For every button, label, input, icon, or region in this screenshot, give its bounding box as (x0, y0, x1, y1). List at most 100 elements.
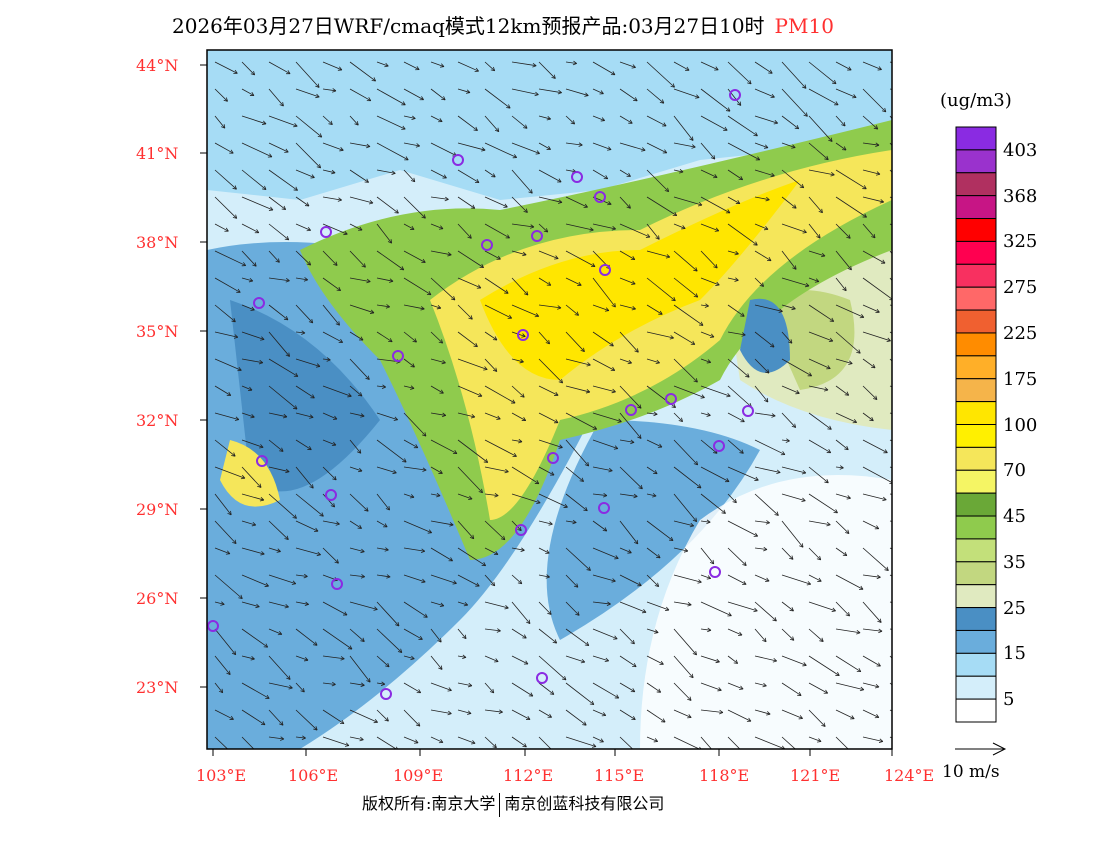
wind-arrow (511, 628, 527, 639)
wind-arrow (700, 331, 715, 338)
wind-arrow (646, 277, 676, 302)
wind-arrow (565, 601, 580, 616)
wind-arrow (700, 493, 726, 514)
wind-arrow (754, 250, 772, 262)
wind-arrow (808, 223, 821, 239)
map-title: 2026年03月27日WRF/cmaq模式12km预报产品:03月27日10时 P… (172, 10, 834, 39)
wind-arrow (646, 736, 659, 743)
wind-arrow (619, 277, 636, 285)
wind-arrow (484, 115, 500, 133)
wind-arrow (457, 601, 469, 607)
wind-arrow (349, 601, 378, 611)
wind-arrow (511, 709, 531, 720)
wind-arrow (403, 358, 415, 368)
wind-arrow (376, 520, 388, 528)
legend-swatch (955, 172, 997, 197)
wind-arrow (673, 412, 683, 423)
wind-arrow (403, 682, 422, 694)
wind-arrow (781, 412, 797, 428)
wind-arrow (241, 655, 255, 661)
wind-arrow (646, 493, 657, 498)
wind-arrow (835, 655, 862, 673)
wind-arrow (376, 412, 398, 421)
wind-arrow (322, 655, 345, 661)
wind-arrow (781, 682, 802, 696)
wind-arrow (295, 385, 315, 399)
wind-arrow (295, 520, 319, 532)
wind-arrow (592, 304, 610, 312)
wind-arrow (511, 142, 540, 155)
wind-arrow (295, 439, 312, 451)
wind-arrow (457, 466, 483, 494)
wind-arrow (484, 628, 501, 633)
wind-arrow (376, 196, 399, 214)
wind-arrow (430, 88, 446, 101)
wind-arrow (241, 601, 260, 609)
wind-arrow (862, 196, 884, 204)
wind-arrow (700, 655, 720, 664)
wind-arrow (700, 574, 712, 580)
wind-arrow (538, 250, 559, 260)
wind-arrow (403, 412, 427, 437)
wind-arrow (322, 304, 340, 326)
wind-arrow (592, 385, 616, 394)
wind-arrow (754, 331, 775, 348)
wind-arrow (808, 520, 831, 527)
wind-arrow (700, 169, 718, 179)
wind-arrow (214, 439, 236, 457)
wind-arrow (376, 250, 405, 271)
legend-swatch (955, 149, 997, 174)
wind-arrow (376, 88, 406, 106)
wind-arrow (538, 736, 552, 749)
footer-left: 版权所有:南京大学 (362, 794, 496, 813)
wind-arrow (376, 384, 386, 389)
wind-arrow (808, 628, 824, 642)
wind-arrow (241, 331, 265, 341)
wind-arrow (241, 520, 257, 527)
wind-arrow (646, 601, 670, 612)
wind-arrow (862, 223, 876, 239)
wind-arrow (376, 61, 389, 68)
wind-arrow (241, 682, 270, 699)
wind-arrow (295, 330, 306, 335)
wind-arrow (781, 493, 806, 502)
wind-arrow (754, 709, 771, 716)
wind-arrow (349, 250, 366, 268)
wind-arrow (700, 627, 712, 633)
wind-arrow (619, 412, 642, 439)
wind-arrow (349, 412, 365, 418)
wind-arrow (295, 601, 309, 607)
wind-arrow (754, 546, 768, 552)
wind-arrow (430, 574, 457, 585)
wind-arrow (538, 547, 550, 554)
wind-arrow (700, 709, 724, 715)
wind-arrow (835, 115, 846, 127)
wind-arrow (403, 196, 426, 219)
wind-arrow (538, 142, 551, 150)
wind-arrow (781, 142, 796, 149)
legend-swatch (955, 401, 997, 426)
wind-arrow (808, 574, 822, 582)
footer-right: 南京创蓝科技有限公司 (504, 794, 665, 813)
wind-arrow (673, 655, 694, 679)
wind-arrow (295, 735, 306, 740)
wind-arrow (511, 88, 539, 97)
wind-arrow (592, 655, 609, 663)
concentration-field (207, 50, 892, 749)
wind-arrow (619, 223, 651, 238)
wind-arrow (241, 115, 267, 125)
wind-arrow (268, 304, 289, 321)
wind-arrow (808, 709, 826, 727)
wind-arrow (835, 61, 852, 71)
wind-arrow (808, 412, 832, 430)
wind-arrow (565, 682, 595, 706)
station-marker (253, 297, 265, 309)
wind-arrow (430, 412, 447, 418)
wind-arrow (322, 709, 345, 725)
wind-arrow (484, 601, 509, 610)
wind-arrow (430, 61, 445, 68)
lon-label: 118°E (699, 766, 750, 785)
wind-arrow (889, 250, 892, 255)
copyright-footer: 版权所有:南京大学 南京创蓝科技有限公司 (362, 790, 664, 817)
wind-arrow (538, 304, 562, 310)
